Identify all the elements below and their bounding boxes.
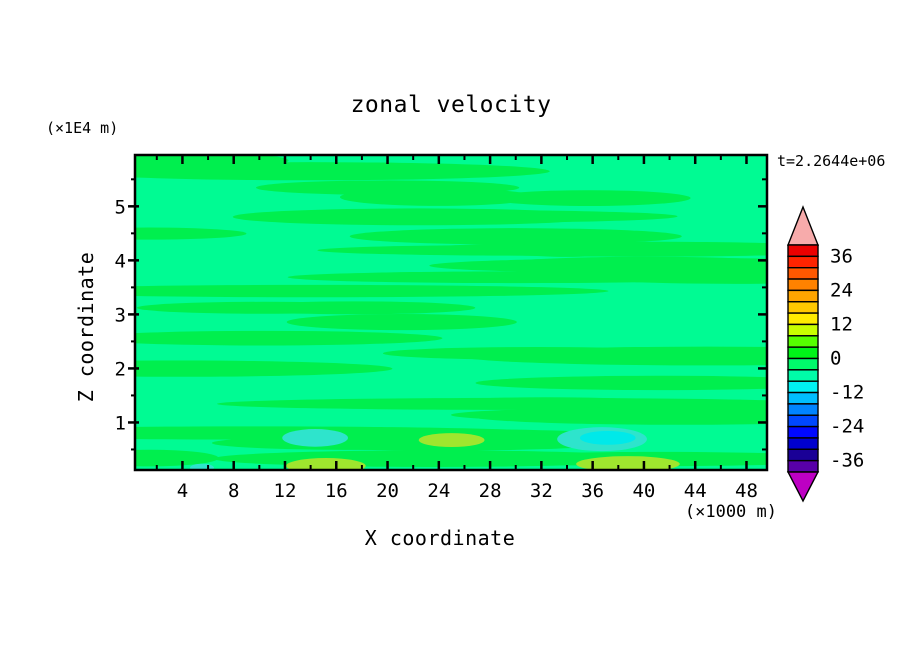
colorbar-segment xyxy=(788,279,818,290)
colorbar-segment xyxy=(788,438,818,449)
turquoise-patch-left xyxy=(282,429,348,447)
colorbar-label: 24 xyxy=(830,279,853,301)
colorbar-segment xyxy=(788,449,818,460)
colorbar-over-arrow xyxy=(788,207,818,245)
colorbar-segment xyxy=(788,336,818,347)
contour-band xyxy=(51,228,246,240)
x-tick-label: 36 xyxy=(581,480,604,502)
colorbar-segment xyxy=(788,427,818,438)
y-tick-label: 3 xyxy=(115,304,126,326)
y-tick-label: 5 xyxy=(115,196,126,218)
colorbar-segment xyxy=(788,324,818,335)
contour-band xyxy=(233,301,475,314)
contour-band xyxy=(256,210,678,222)
colorbar-segment xyxy=(788,415,818,426)
contour-band xyxy=(503,243,629,257)
colorbar-segment xyxy=(788,393,818,404)
contour-band xyxy=(85,331,442,346)
x-tick-label: 20 xyxy=(376,480,399,502)
colorbar-label: 36 xyxy=(830,245,853,267)
colorbar-label: 0 xyxy=(830,348,841,370)
x-tick-label: 12 xyxy=(274,480,297,502)
x-tick-label: 48 xyxy=(735,480,758,502)
contour-band xyxy=(17,285,609,297)
colorbar-segment xyxy=(788,404,818,415)
colorbar-segment xyxy=(788,313,818,324)
colorbar-segment xyxy=(788,461,818,472)
colorbar-segment xyxy=(788,290,818,301)
cyan-core-right xyxy=(580,431,636,445)
x-unit-label: (×1000 m) xyxy=(685,502,777,522)
colorbar-segment xyxy=(788,245,818,256)
x-tick-label: 4 xyxy=(177,480,188,502)
colorbar-segment xyxy=(788,359,818,370)
x-tick-label: 8 xyxy=(228,480,239,502)
contour-band xyxy=(69,162,550,180)
colorbar-segment xyxy=(788,370,818,381)
zonal-velocity-plot: zonal velocity (×1E4 m) t=2.2644e+06 Z c… xyxy=(0,0,904,654)
x-tick-label: 28 xyxy=(479,480,502,502)
contour-band xyxy=(437,397,657,408)
colorbar-segment xyxy=(788,302,818,313)
colorbar-segment xyxy=(788,268,818,279)
time-annotation: t=2.2644e+06 xyxy=(777,152,885,170)
y-tick-label: 1 xyxy=(115,412,126,434)
x-tick-label: 24 xyxy=(427,480,450,502)
colorbar-under-arrow xyxy=(788,472,818,501)
contour-band xyxy=(287,314,517,330)
chartreuse-patch-left-bottom xyxy=(286,458,366,474)
x-tick-label: 40 xyxy=(632,480,655,502)
x-tick-label: 44 xyxy=(684,480,707,502)
colorbar-label: -12 xyxy=(830,382,864,404)
colorbar-segment xyxy=(788,381,818,392)
colorbar-segment xyxy=(788,256,818,267)
plot-title: zonal velocity xyxy=(351,92,552,118)
contour-band xyxy=(81,450,218,467)
y-unit-label: (×1E4 m) xyxy=(46,119,118,137)
colorbar-label: -24 xyxy=(830,416,864,438)
colorbar: 36 24 12 0 -12 -24 -36 xyxy=(788,207,864,501)
colorbar-segment xyxy=(788,347,818,358)
figure-canvas: zonal velocity (×1E4 m) t=2.2644e+06 Z c… xyxy=(0,0,904,654)
colorbar-label: 12 xyxy=(830,313,853,335)
y-tick-label: 2 xyxy=(115,358,126,380)
x-axis-label: X coordinate xyxy=(365,526,516,550)
x-tick-label: 32 xyxy=(530,480,553,502)
colorbar-label: -36 xyxy=(830,450,864,472)
y-axis-label: Z coordinate xyxy=(74,252,98,403)
contour-band xyxy=(340,188,536,206)
y-tick-label: 4 xyxy=(115,250,126,272)
chartreuse-patch-mid-bottom xyxy=(419,433,485,447)
contour-band xyxy=(383,347,692,360)
x-tick-label: 16 xyxy=(325,480,348,502)
